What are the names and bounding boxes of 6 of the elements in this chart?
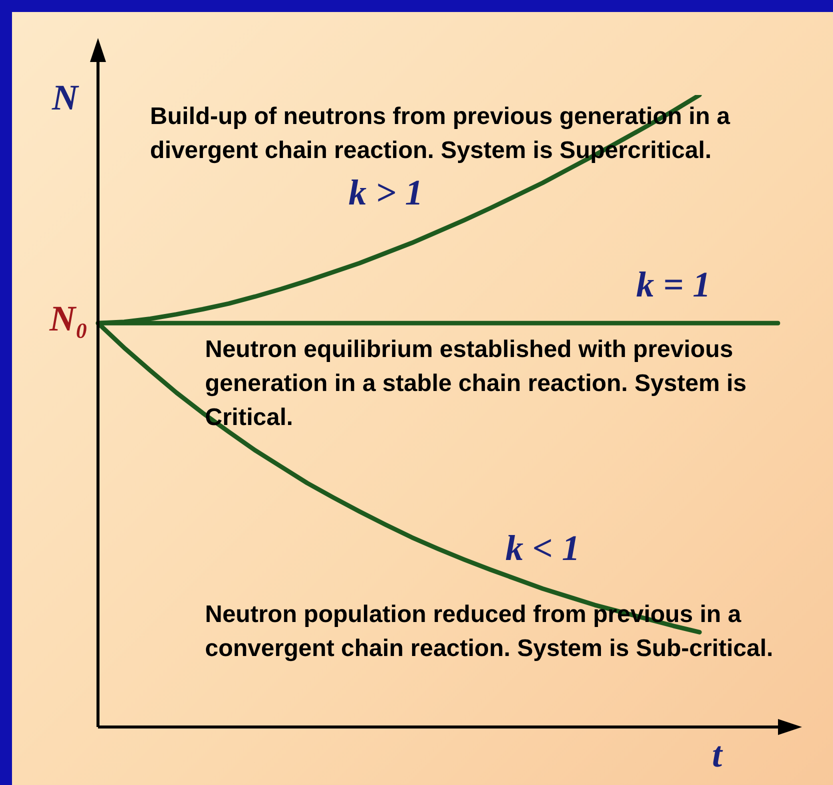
series-label: k < 1 [505, 528, 580, 568]
x-axis-title: t [712, 734, 723, 774]
y-axis-title: N [51, 77, 80, 118]
text: N₀ [48, 298, 88, 338]
series-label: k = 1 [636, 264, 711, 304]
series-label: k > 1 [348, 172, 423, 212]
